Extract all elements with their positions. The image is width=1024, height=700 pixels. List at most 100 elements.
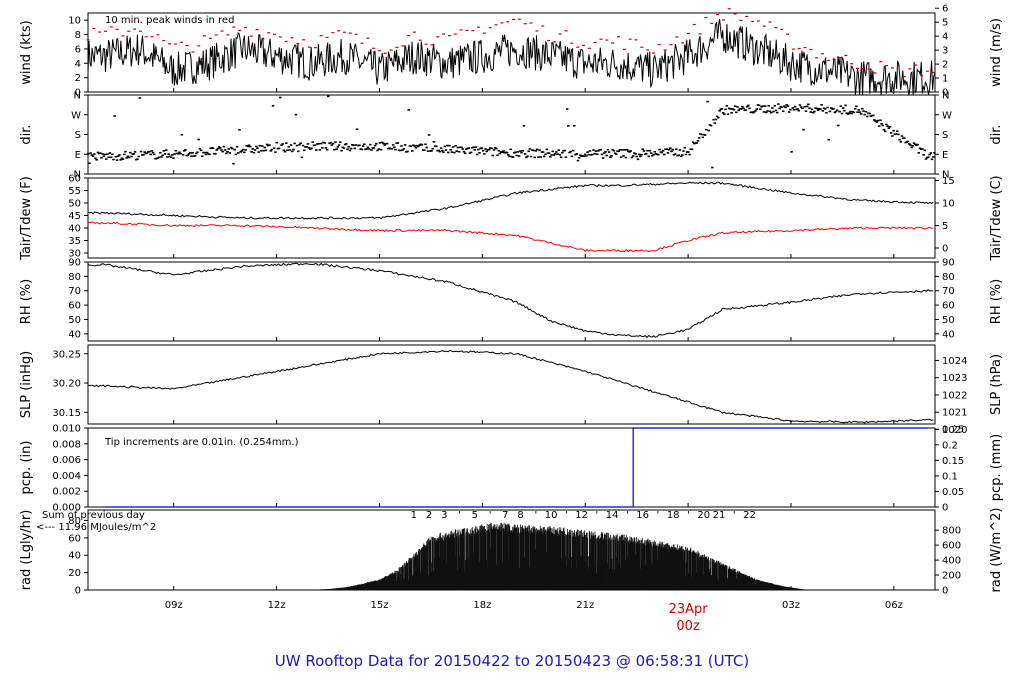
dir-point [747, 104, 750, 107]
dir-point [94, 157, 97, 160]
dir-point [299, 142, 302, 145]
dir-point [313, 144, 317, 146]
dir-point [575, 153, 578, 155]
dir-point [688, 153, 691, 156]
dir-point [802, 128, 805, 131]
dir-point [789, 108, 792, 111]
ytick-label-right: 0 [942, 503, 948, 514]
dir-point [593, 152, 596, 155]
dir-point [463, 152, 467, 155]
dir-point [724, 108, 727, 111]
dir-point [579, 154, 582, 156]
dir-point [105, 158, 108, 160]
ytick-label-left: 60 [68, 174, 81, 185]
dir-point [875, 121, 879, 123]
dir-point [234, 153, 238, 156]
dir-point [161, 154, 164, 157]
dir-point [478, 151, 481, 154]
dir-point [222, 145, 226, 148]
dir-point [449, 148, 452, 151]
dir-point [880, 122, 883, 125]
dir-point [505, 151, 509, 154]
dir-point [307, 147, 311, 149]
dir-point [863, 113, 867, 116]
dir-point [600, 153, 604, 156]
dir-point [928, 153, 931, 156]
dir-point [87, 153, 90, 155]
rad-hour-label: ' [657, 510, 660, 521]
dir-point [401, 149, 404, 151]
dir-point [114, 155, 118, 158]
dir-point [804, 110, 808, 113]
dir-point [291, 150, 294, 153]
dir-point [721, 111, 725, 114]
dir-point [244, 149, 247, 151]
dir-point [613, 152, 617, 155]
ytick-label-right: 600 [942, 541, 961, 552]
dir-point [618, 149, 622, 151]
dir-point [467, 147, 470, 149]
dir-point [809, 111, 813, 113]
dir-point [136, 158, 139, 160]
dir-point [856, 111, 859, 113]
dir-point [623, 149, 626, 151]
dir-point [533, 156, 536, 159]
dir-point [447, 151, 450, 154]
ytick-label-right: 1021 [942, 408, 967, 419]
dir-point [808, 107, 811, 109]
dir-point [480, 147, 484, 149]
dir-point [216, 147, 220, 150]
ytick-label-left: 80 [68, 272, 81, 283]
ylabel-right: pcp. (mm) [989, 434, 1004, 501]
dir-point [561, 151, 564, 154]
dir-point [427, 134, 431, 136]
dir-point [143, 151, 146, 153]
dir-point [353, 147, 356, 150]
rad-hour-label: 3 [441, 510, 447, 521]
dir-point [221, 150, 224, 153]
ytick-label-left: 0.010 [52, 424, 81, 435]
dir-point [361, 145, 365, 147]
dir-point [214, 153, 217, 155]
dir-point [798, 104, 802, 106]
tdew-line [87, 221, 934, 253]
dir-point [695, 142, 699, 144]
dir-point [258, 144, 262, 147]
dir-point [323, 142, 326, 144]
dir-point [628, 151, 631, 153]
dir-point [775, 111, 779, 114]
dir-point [864, 110, 868, 113]
dir-point [89, 152, 92, 154]
dir-point [815, 107, 819, 110]
dir-point [646, 149, 649, 152]
dir-point [667, 149, 671, 151]
dir-point [793, 105, 797, 108]
dir-point [460, 146, 463, 149]
dir-point [906, 140, 910, 143]
dir-point [442, 151, 445, 154]
dir-point [113, 115, 116, 117]
dir-point [820, 103, 823, 106]
dir-point [393, 146, 396, 149]
ytick-label-right: 0 [942, 88, 948, 99]
ytick-label-right: 90 [942, 258, 955, 269]
dir-point [551, 150, 554, 153]
dir-point [280, 144, 283, 147]
dir-point [877, 125, 881, 127]
dir-point [151, 151, 155, 154]
dir-point [367, 148, 371, 150]
dir-point [297, 150, 300, 153]
dir-point [385, 142, 389, 145]
ytick-label-right: 0.15 [942, 456, 964, 467]
ytick-label-right: 5 [942, 18, 948, 29]
ytick-label-right: N [942, 91, 949, 102]
dir-point [219, 147, 222, 149]
dir-point [911, 145, 915, 147]
dir-point [569, 150, 572, 153]
dir-point [509, 148, 512, 151]
dir-point [243, 151, 246, 154]
day-marker-hour: 00z [676, 619, 700, 634]
dir-point [625, 148, 629, 151]
dir-point [678, 149, 682, 151]
dir-point [450, 151, 454, 153]
